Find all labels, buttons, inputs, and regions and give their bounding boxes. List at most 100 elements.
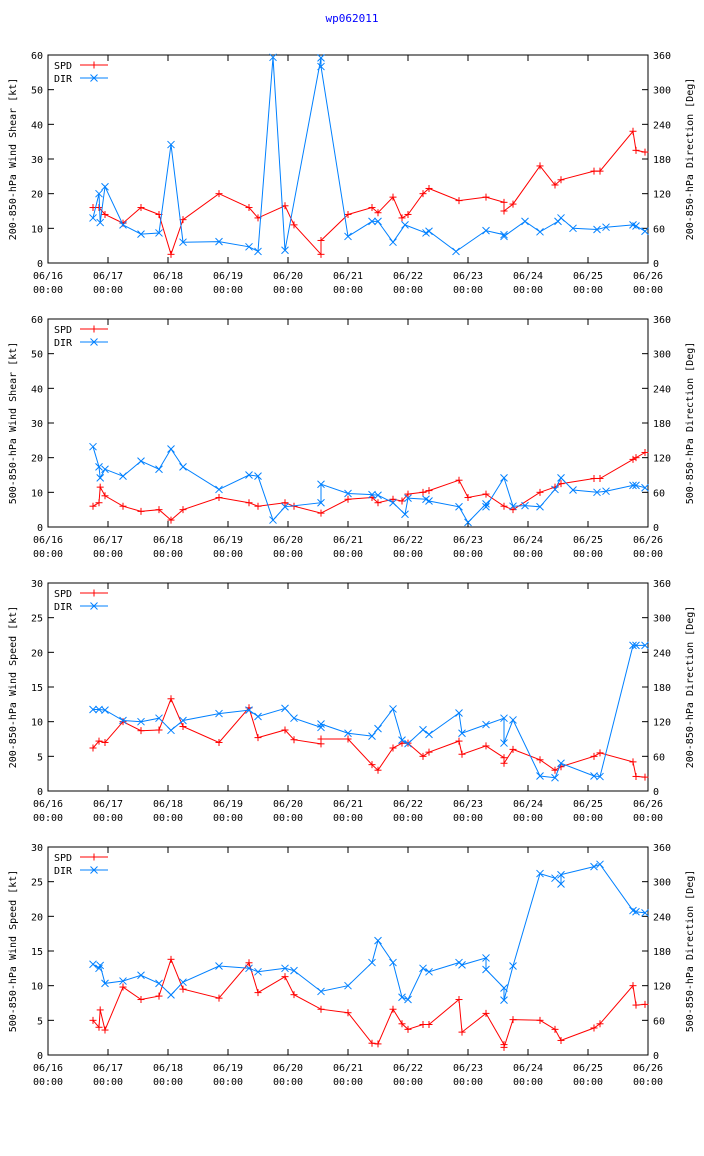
x-tick-date: 06/22: [393, 271, 423, 282]
dir-data-point: [119, 716, 127, 725]
spd-data-point: [398, 1020, 406, 1028]
spd-data-point: [629, 982, 637, 990]
dir-series-line: [92, 57, 646, 253]
dir-data-point: [101, 465, 109, 474]
dir-data-point: [425, 967, 433, 976]
left-tick-label: 25: [31, 614, 43, 625]
x-tick-date: 06/19: [213, 535, 243, 546]
left-tick-label: 30: [31, 419, 43, 430]
dir-data-point: [269, 53, 277, 62]
x-tick-time: 00:00: [573, 285, 603, 296]
x-tick-time: 00:00: [213, 813, 243, 824]
legend-label-spd: SPD: [54, 853, 72, 864]
dir-data-point: [374, 217, 382, 226]
right-tick-label: 60: [653, 488, 665, 499]
x-tick-date: 06/26: [633, 1063, 663, 1074]
x-tick-time: 00:00: [393, 813, 423, 824]
spd-data-point: [101, 210, 109, 218]
x-tick-date: 06/20: [273, 1063, 303, 1074]
dir-data-point: [89, 960, 97, 969]
dir-data-point: [602, 223, 610, 232]
left-tick-label: 10: [31, 982, 43, 993]
spd-data-point: [509, 506, 517, 514]
dir-data-point: [389, 705, 397, 713]
x-tick-time: 00:00: [573, 1077, 603, 1088]
spd-data-point: [167, 516, 175, 524]
x-tick-date: 06/22: [393, 799, 423, 810]
left-tick-label: 25: [31, 878, 43, 889]
dir-data-point: [245, 471, 253, 479]
spd-data-point: [632, 1001, 640, 1009]
dir-data-point: [137, 717, 145, 726]
dir-data-point: [137, 230, 145, 238]
spd-data-point: [245, 959, 253, 967]
dir-data-point: [215, 485, 223, 494]
x-tick-time: 00:00: [513, 549, 543, 560]
left-tick-label: 30: [31, 843, 43, 854]
dir-data-point: [344, 981, 352, 990]
dir-data-point: [281, 964, 289, 973]
spd-data-point: [389, 744, 397, 752]
dir-data-point: [593, 225, 601, 234]
x-tick-time: 00:00: [453, 549, 483, 560]
x-tick-time: 00:00: [633, 549, 663, 560]
right-tick-label: 0: [653, 787, 659, 798]
spd-data-point: [398, 214, 406, 222]
spd-data-point: [596, 167, 604, 175]
x-tick-time: 00:00: [93, 813, 123, 824]
x-tick-time: 00:00: [153, 1077, 183, 1088]
right-tick-label: 120: [653, 454, 671, 465]
legend-marker-dir: [90, 602, 98, 610]
x-tick-date: 06/18: [153, 799, 183, 810]
right-tick-label: 240: [653, 120, 671, 131]
legend-marker-spd: [90, 589, 98, 597]
dir-data-point: [551, 874, 559, 883]
spd-data-point: [419, 488, 427, 496]
right-tick-label: 240: [653, 648, 671, 659]
spd-data-point: [344, 210, 352, 218]
x-tick-time: 00:00: [273, 813, 303, 824]
x-tick-time: 00:00: [273, 549, 303, 560]
spd-data-point: [167, 695, 175, 703]
dir-data-point: [509, 502, 517, 511]
x-tick-time: 00:00: [93, 285, 123, 296]
left-tick-label: 0: [37, 1051, 43, 1062]
x-tick-date: 06/25: [573, 1063, 603, 1074]
dir-data-point: [641, 641, 649, 650]
dir-data-point: [368, 490, 376, 499]
x-tick-time: 00:00: [513, 1077, 543, 1088]
right-tick-label: 240: [653, 384, 671, 395]
left-tick-label: 20: [31, 648, 43, 659]
right-tick-label: 60: [653, 224, 665, 235]
spd-data-point: [215, 738, 223, 746]
spd-data-point: [500, 198, 508, 206]
y-axis-label: 200-850-hPa Wind Speed [kt]: [8, 606, 19, 769]
spd-data-point: [317, 735, 325, 743]
spd-data-point: [425, 184, 433, 192]
x-tick-date: 06/25: [573, 535, 603, 546]
left-tick-label: 20: [31, 454, 43, 465]
spd-data-point: [590, 167, 598, 175]
x-tick-time: 00:00: [33, 285, 63, 296]
dir-data-point: [155, 979, 163, 988]
spd-data-point: [551, 181, 559, 189]
x-tick-time: 00:00: [153, 813, 183, 824]
x-tick-time: 00:00: [273, 285, 303, 296]
right-tick-label: 300: [653, 878, 671, 889]
dir-data-point: [389, 498, 397, 507]
spd-data-point: [119, 983, 127, 991]
spd-data-point: [95, 1023, 103, 1031]
right-tick-label: 240: [653, 912, 671, 923]
spd-series-line: [92, 452, 646, 521]
dir-data-point: [521, 501, 529, 510]
legend-marker-dir: [90, 866, 98, 874]
dir-data-point: [290, 714, 298, 723]
spd-data-point: [281, 973, 289, 981]
legend-marker-dir: [90, 338, 98, 346]
spd-data-point: [137, 727, 145, 735]
x-tick-date: 06/17: [93, 1063, 123, 1074]
right-tick-label: 0: [653, 259, 659, 270]
spd-data-point: [254, 734, 262, 742]
dir-data-point: [245, 964, 253, 973]
spd-series-line: [92, 697, 646, 778]
